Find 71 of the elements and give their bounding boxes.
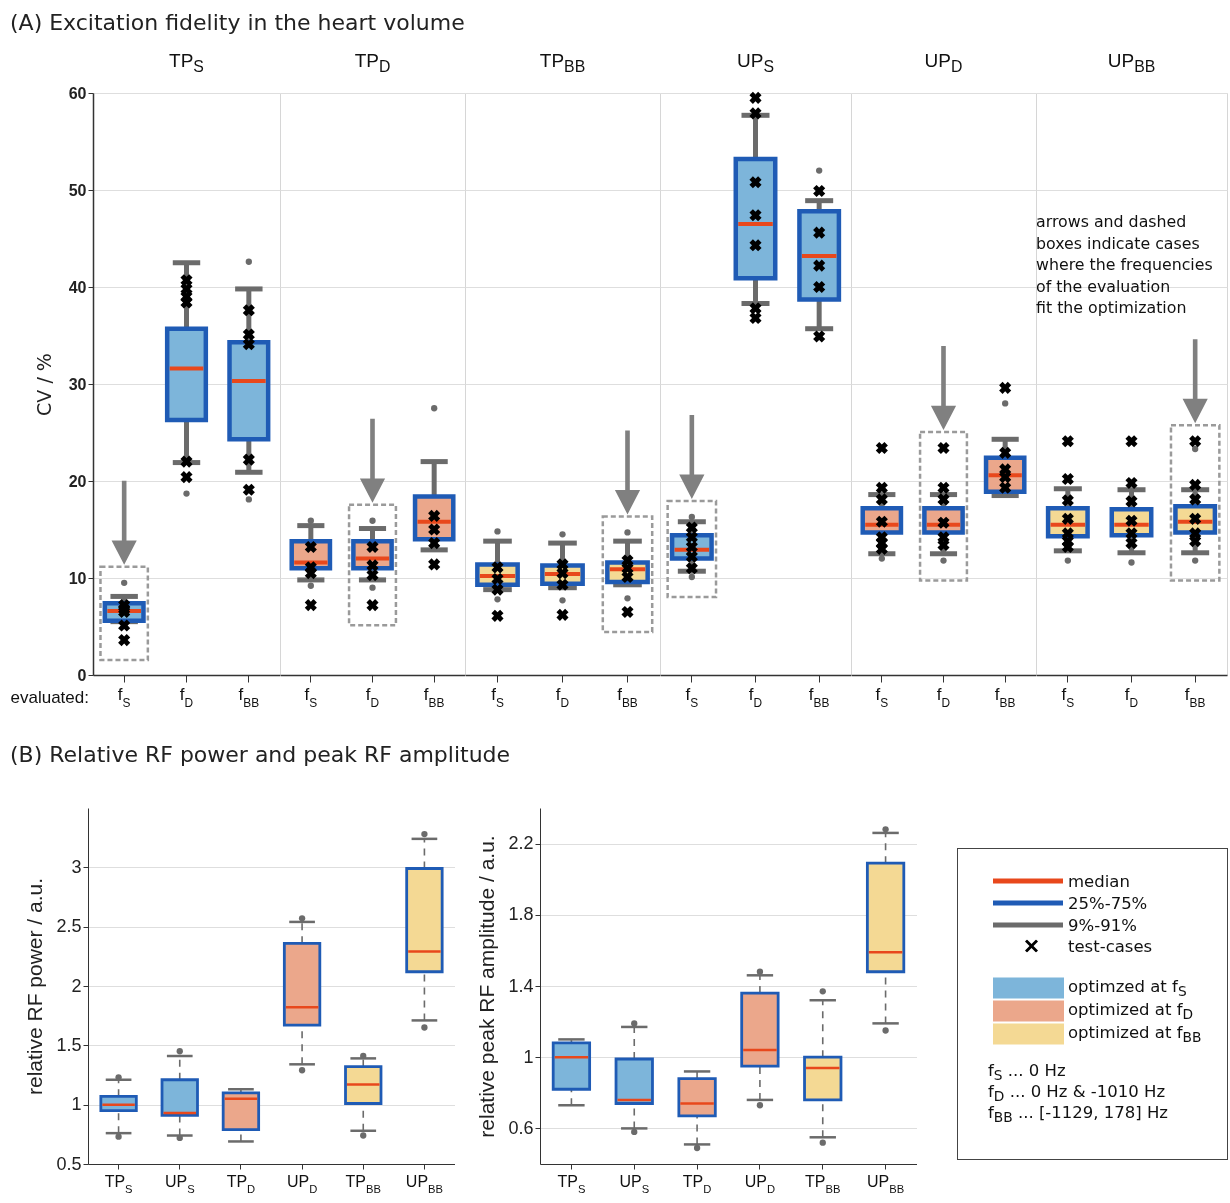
x-tick-label: TP$_{D}$ (226, 1172, 256, 1195)
chart-title: UP$_{S}$ (736, 49, 775, 77)
y-tick-label: 1.5 (56, 1034, 82, 1055)
x-tick-label: f$_{D}$ (1124, 684, 1139, 710)
text: optimzed at f$_{S}$ (1068, 976, 1187, 1000)
y-tick-label: 0 (77, 666, 87, 684)
x-tick-label: UP$_{D}$ (286, 1172, 318, 1195)
y-tick-label: 1 (523, 1046, 534, 1067)
x-tick-label: f$_{S}$ (1061, 684, 1075, 710)
x-tick-label: f$_{D}$ (936, 684, 951, 710)
x-tick-label: TP$_{S}$ (104, 1172, 133, 1195)
text: optimized at f$_{D}$ (1068, 999, 1194, 1023)
x-tick-label: f$_{BB}$ (423, 684, 445, 710)
x-tick-label: f$_{S}$ (491, 684, 504, 710)
y-tick-label: 2 (71, 975, 82, 996)
y-tick-label: 2.5 (56, 916, 82, 937)
x-tick-label: f$_{BB}$ (994, 684, 1016, 710)
y-tick-label: 40 (68, 278, 87, 296)
x-tick-label: UP$_{S}$ (619, 1172, 650, 1195)
x-tick-label: f$_{S}$ (685, 684, 699, 710)
x-tick-label: TP$_{BB}$ (805, 1172, 841, 1195)
y-tick-label: 2.2 (508, 833, 534, 854)
x-tick-label: UP$_{S}$ (164, 1172, 195, 1195)
x-tick-label: UP$_{BB}$ (405, 1172, 443, 1195)
x-tick-label: TP$_{D}$ (682, 1172, 712, 1195)
x-tick-label: f$_{S}$ (117, 684, 131, 710)
chart-title: UP$_{BB}$ (1106, 49, 1157, 77)
y-axis-title: relative RF power / a.u. (23, 877, 47, 1096)
text: (B) Relative RF power and peak RF amplitude (10, 742, 511, 767)
y-tick-label: 60 (68, 84, 87, 102)
x-tick-label: f$_{D}$ (555, 684, 570, 710)
chart-title: UP$_{D}$ (923, 49, 964, 77)
x-tick-label: f$_{BB}$ (808, 684, 830, 710)
y-tick-label: 0.5 (56, 1153, 82, 1174)
x-axis-title: evaluated: (10, 687, 89, 707)
x-tick-label: TP$_{S}$ (557, 1172, 586, 1195)
x-tick-label: UP$_{D}$ (744, 1172, 776, 1195)
x-tick-label: f$_{BB}$ (1184, 684, 1206, 710)
y-axis-title: CV / % (32, 353, 55, 416)
x-tick-label: f$_{S}$ (875, 684, 889, 710)
y-tick-label: 1.8 (508, 904, 534, 925)
x-tick-label: f$_{D}$ (179, 684, 194, 710)
x-tick-label: f$_{BB}$ (617, 684, 638, 710)
x-tick-label: f$_{S}$ (304, 684, 318, 710)
y-tick-label: 0.6 (508, 1117, 534, 1138)
text: test-cases (1068, 936, 1153, 956)
y-tick-label: 50 (68, 181, 87, 199)
chart-title: TP$_{D}$ (353, 49, 392, 77)
y-tick-label: 20 (68, 472, 87, 490)
x-tick-label: f$_{BB}$ (238, 684, 260, 710)
text: optimized at f$_{BB}$ (1068, 1022, 1202, 1046)
text: f$_{BB}$ ... [-1129, 178] Hz (988, 1102, 1169, 1126)
x-tick-label: f$_{D}$ (365, 684, 380, 710)
text: median (1068, 871, 1130, 891)
y-tick-label: 1.4 (508, 975, 534, 996)
y-tick-label: 3 (71, 856, 82, 877)
x-tick-label: TP$_{BB}$ (345, 1172, 381, 1195)
annotation: arrows and dashed boxes indicate cases where the frequencies of the evaluation fit the optimization (1036, 212, 1213, 318)
y-tick-label: 10 (68, 569, 87, 587)
text: 9%-91% (1068, 915, 1137, 935)
y-tick-label: 1 (71, 1094, 82, 1115)
x-tick-label: f$_{D}$ (748, 684, 763, 710)
y-tick-label: 30 (68, 375, 87, 393)
chart-title: TP$_{S}$ (168, 49, 205, 77)
y-axis-title: relative peak RF amplitude / a.u. (475, 835, 499, 1138)
chart-title: TP$_{BB}$ (538, 49, 587, 77)
text: (A) Excitation fidelity in the heart volume (10, 10, 465, 35)
text: f$_{S}$ ... 0 Hz (988, 1060, 1066, 1084)
text: 25%-75% (1068, 893, 1148, 913)
x-tick-label: UP$_{BB}$ (867, 1172, 905, 1195)
text: f$_{D}$ ... 0 Hz & -1010 Hz (988, 1081, 1166, 1105)
